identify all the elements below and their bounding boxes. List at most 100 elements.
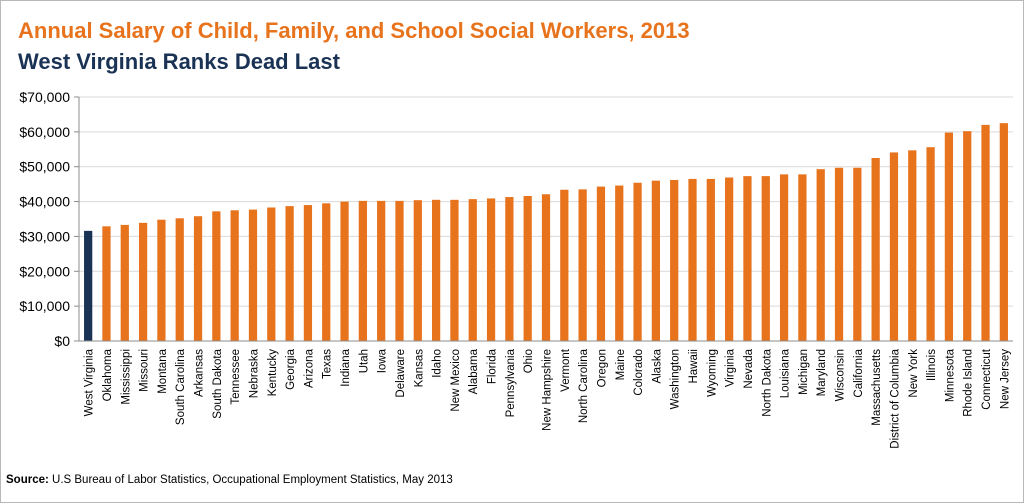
bar — [303, 205, 313, 341]
x-tick-label: Kansas — [413, 349, 425, 388]
bar — [468, 199, 477, 341]
bar — [193, 216, 203, 341]
bar — [285, 206, 294, 341]
bar — [743, 176, 752, 341]
x-tick-label: Florida — [487, 348, 499, 384]
bar — [853, 167, 862, 341]
chart-title: Annual Salary of Child, Family, and Scho… — [18, 18, 690, 43]
bar — [84, 230, 93, 341]
x-tick-label: Michigan — [798, 349, 810, 395]
y-tick-label: $20,000 — [19, 263, 70, 279]
bar — [981, 124, 990, 341]
x-tick-label: Arkansas — [194, 349, 206, 397]
x-tick-label: Maryland — [816, 349, 828, 396]
x-tick-label: Minnesota — [944, 348, 956, 402]
x-tick-label: Louisiana — [780, 348, 792, 398]
bar — [798, 174, 807, 341]
x-tick-label: Texas — [322, 349, 334, 379]
x-tick-label: South Dakota — [212, 348, 224, 418]
x-tick-label: Hawaii — [688, 349, 700, 384]
bar-chart: $0 $10,000 $20,000 $30,000 $40,000 $50,000 $60… — [19, 89, 1013, 449]
bar — [212, 211, 221, 341]
bar — [120, 224, 129, 341]
x-tick-label: Colorado — [633, 349, 645, 396]
x-tick-label: North Dakota — [761, 348, 773, 416]
bar — [651, 180, 661, 341]
x-tick-labels: West Virginia Oklahoma Mississippi Missouri… — [84, 348, 1012, 449]
source-text: U.S Bureau of Labor Statistics, Occupati… — [48, 474, 453, 486]
x-tick-label: Iowa — [377, 348, 389, 373]
bar — [102, 226, 111, 341]
x-tick-label: Montana — [157, 348, 169, 393]
bar — [944, 132, 954, 341]
bar — [175, 218, 184, 341]
bar — [633, 182, 642, 341]
x-tick-label: Connecticut — [981, 348, 993, 410]
bar — [596, 186, 606, 341]
x-tick-label: Illinois — [926, 349, 938, 381]
bar — [816, 169, 825, 341]
bar — [505, 197, 514, 341]
x-tick-label: Oklahoma — [102, 348, 114, 401]
y-tick-label: $50,000 — [19, 159, 70, 175]
bar — [908, 150, 917, 341]
x-tick-label: Kentucky — [267, 349, 279, 397]
x-tick-label: New Hampshire — [542, 349, 554, 431]
bar — [138, 222, 148, 341]
bar — [395, 200, 404, 341]
bar — [779, 174, 789, 341]
bar — [431, 199, 441, 341]
bar — [157, 219, 166, 341]
y-tick-label: $10,000 — [19, 298, 70, 314]
bar — [486, 198, 496, 341]
bar — [578, 189, 587, 341]
x-tick-label: Rhode Island — [963, 349, 975, 417]
axes — [74, 96, 1013, 342]
bar — [725, 177, 734, 341]
x-tick-label: Vermont — [560, 348, 572, 392]
x-tick-label: Pennsylvania — [505, 348, 517, 417]
y-tick-labels: $0 $10,000 $20,000 $30,000 $40,000 $50,000 $60… — [19, 89, 70, 349]
y-tick-label: $60,000 — [19, 124, 70, 140]
x-tick-label: Massachusetts — [871, 349, 883, 426]
x-tick-label: Nevada — [743, 348, 755, 388]
x-tick-label: Wyoming — [706, 349, 718, 397]
bar — [358, 200, 367, 341]
x-tick-label: Tennessee — [230, 349, 242, 405]
x-tick-label: Nebraska — [248, 348, 260, 398]
x-tick-label: Missouri — [139, 349, 151, 392]
x-tick-label: Maine — [615, 349, 627, 380]
x-tick-label: Washington — [670, 349, 682, 409]
y-tick-label: $0 — [54, 333, 70, 349]
bar — [560, 189, 569, 341]
y-tick-label: $30,000 — [19, 228, 70, 244]
x-tick-label: New York — [908, 349, 920, 398]
bar — [541, 194, 551, 341]
bar — [267, 207, 276, 341]
x-tick-label: District of Columbia — [889, 348, 901, 448]
bar — [322, 203, 331, 341]
x-tick-label: Wisconsin — [835, 349, 847, 401]
x-tick-label: Alabama — [468, 348, 480, 394]
bar — [450, 199, 459, 341]
bar — [761, 176, 770, 341]
source-label: Source: — [6, 474, 49, 486]
bar — [963, 131, 972, 341]
bar — [999, 123, 1008, 342]
x-tick-label: Idaho — [432, 349, 444, 378]
x-tick-label: Alaska — [651, 348, 663, 383]
y-tick-label: $70,000 — [19, 89, 70, 105]
x-tick-label: Virginia — [725, 348, 737, 387]
bar — [926, 147, 935, 341]
bar — [871, 158, 880, 341]
bar — [834, 167, 844, 341]
bar — [248, 209, 258, 341]
bar — [230, 210, 239, 341]
y-tick-label: $40,000 — [19, 194, 70, 210]
x-tick-label: Delaware — [395, 349, 407, 398]
bar — [889, 152, 899, 341]
chart-subtitle: West Virginia Ranks Dead Last — [18, 49, 340, 74]
x-tick-label: Arizona — [303, 348, 315, 388]
bar — [670, 179, 679, 341]
